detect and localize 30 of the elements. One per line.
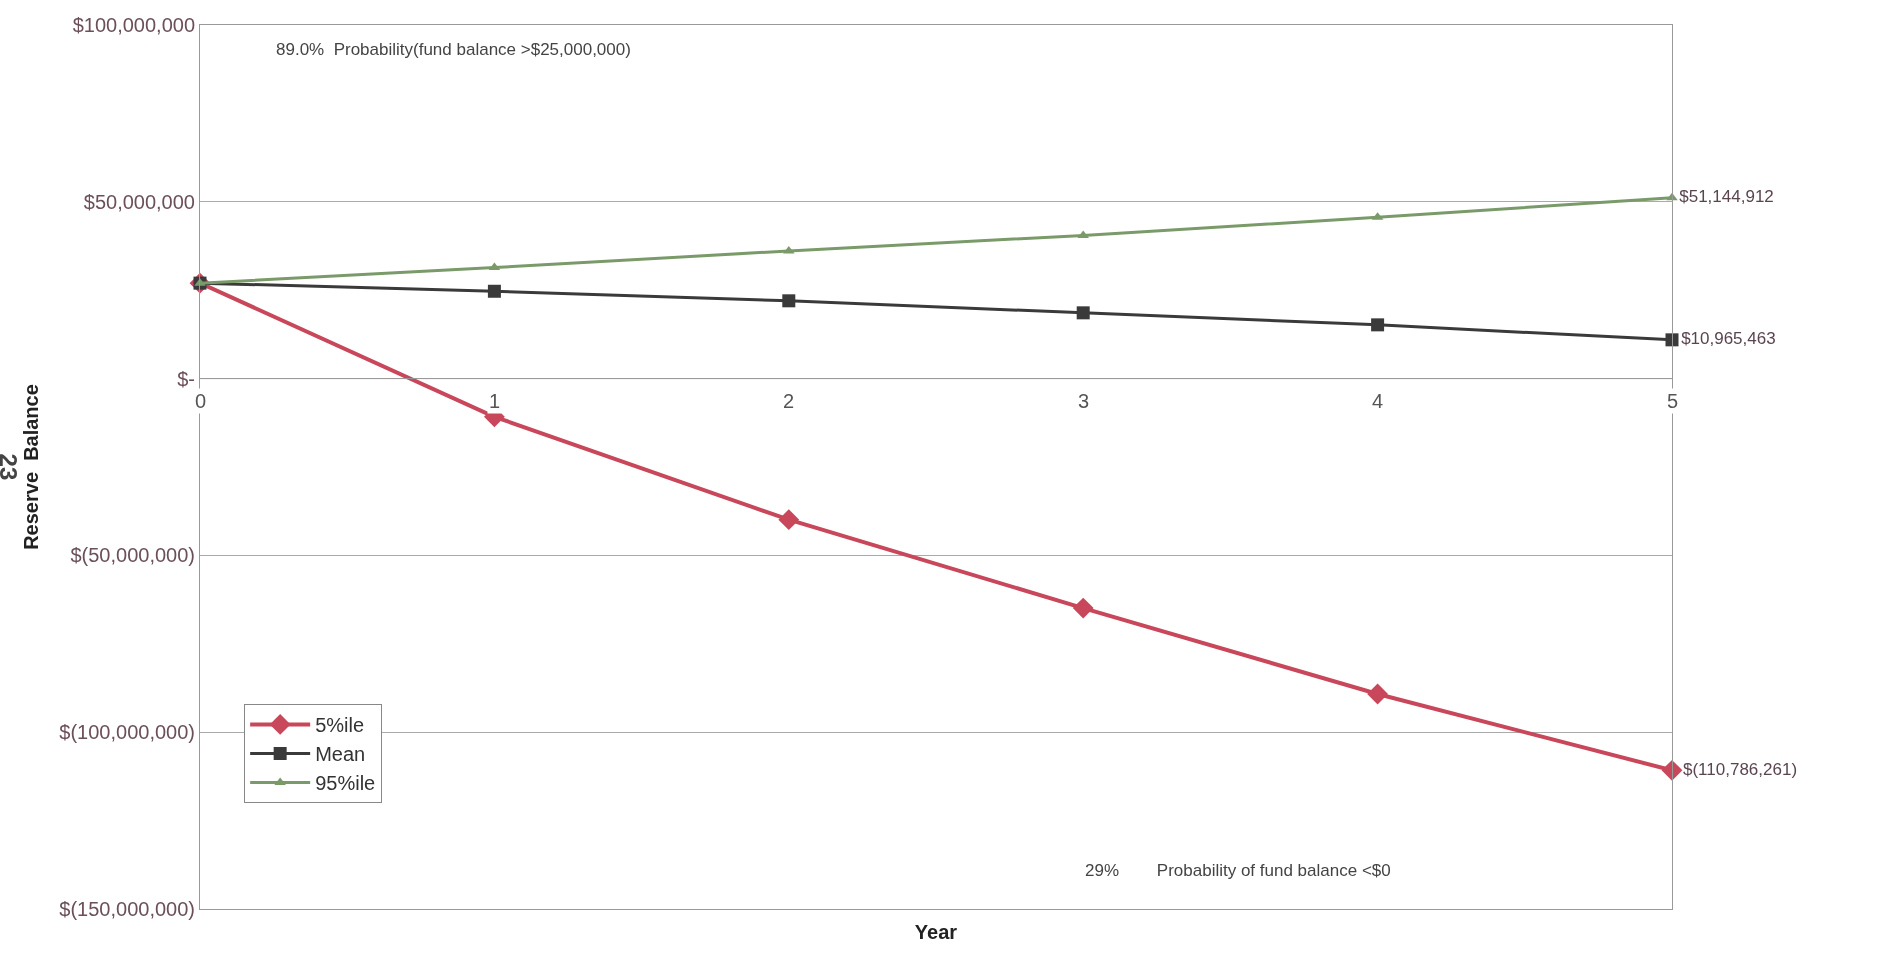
data-label: $10,965,463 [1681, 329, 1776, 349]
y-tick-label: $(150,000,000) [59, 898, 195, 920]
annotation: 89.0% Probability(fund balance >$25,000,000) [276, 40, 631, 59]
y-tick-label: $100,000,000 [72, 14, 195, 36]
data-label: $51,144,912 [1679, 187, 1774, 206]
legend-label: Mean [315, 743, 366, 766]
y-tick-label: $50,000,000 [83, 190, 195, 213]
x-axis-title: Year [914, 920, 958, 943]
y-tick-label: $- [177, 367, 195, 390]
x-tick-label: 4 [1372, 390, 1384, 412]
x-tick-label: 0 [195, 390, 207, 412]
x-tick-label: 3 [1078, 390, 1090, 412]
x-tick-label: 2 [783, 390, 795, 412]
annotation: 29% Probability of fund balance <$0 [1085, 861, 1391, 880]
x-tick-label: 5 [1667, 390, 1679, 412]
legend-label: 5%ile [315, 714, 365, 737]
point [782, 294, 796, 308]
x-tick-label: 1 [489, 390, 501, 412]
point [1367, 683, 1388, 705]
point [487, 284, 501, 298]
legend-label: 95%ile [315, 772, 376, 795]
point [1371, 318, 1385, 332]
y-tick-label: $(50,000,000) [70, 544, 195, 567]
point [1076, 306, 1090, 320]
point [1072, 597, 1094, 619]
y-tick-label: $(100,000,000) [59, 721, 195, 744]
point [1665, 333, 1679, 347]
point [778, 509, 800, 531]
point [1661, 759, 1683, 781]
data-label: $(110,786,261) [1683, 759, 1798, 779]
